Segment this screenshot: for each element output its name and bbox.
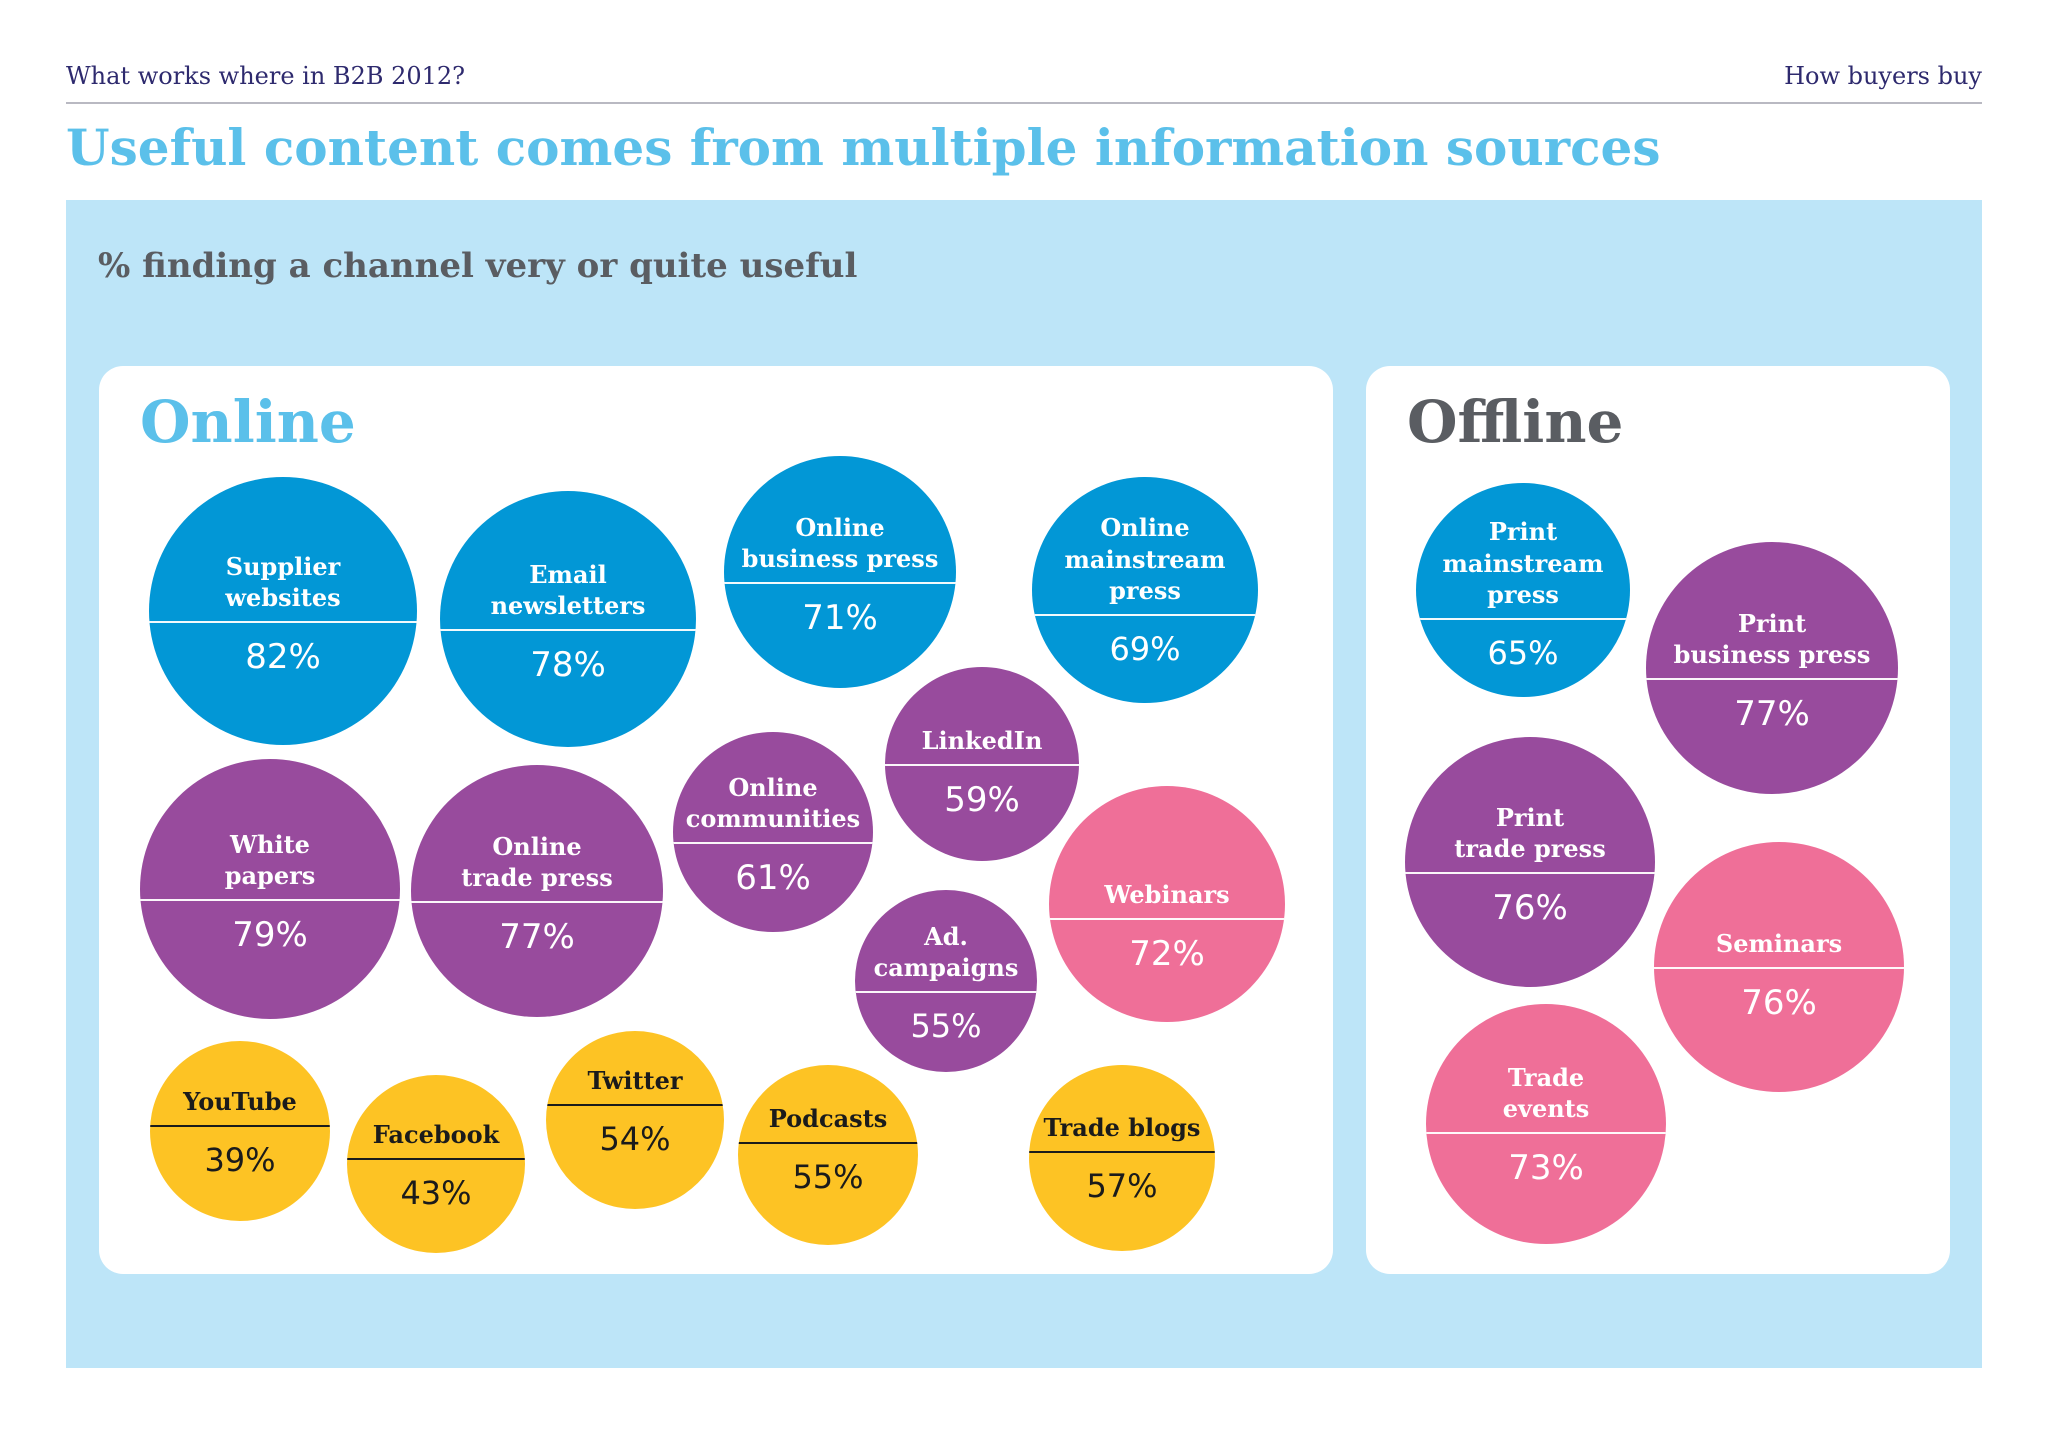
bubble-divider	[1405, 872, 1655, 874]
bubble-youtube: YouTube 39%	[150, 1041, 330, 1221]
bubble-value: 79%	[232, 915, 308, 955]
bubble-label: Online communities	[685, 772, 861, 833]
bubble-divider	[440, 629, 696, 631]
bubble-label: Supplier websites	[225, 551, 341, 612]
bubble-value: 39%	[204, 1141, 276, 1179]
bubble-label: LinkedIn	[921, 725, 1043, 755]
bubble-linkedin: LinkedIn 59%	[885, 667, 1079, 861]
bubble-label: Online business press	[741, 512, 939, 573]
header-divider	[66, 102, 1982, 104]
bubble-label: Twitter	[587, 1065, 683, 1095]
bubble-trade-blogs: Trade blogs 57%	[1029, 1065, 1215, 1251]
bubble-value: 57%	[1086, 1167, 1158, 1205]
bubble-value: 76%	[1741, 983, 1817, 1023]
bubble-divider	[738, 1142, 918, 1144]
bubble-value: 55%	[910, 1007, 982, 1045]
bubble-label: Trade events	[1502, 1062, 1590, 1123]
bubble-divider	[885, 764, 1079, 766]
bubble-print-mainstream-press: Print mainstream press 65%	[1416, 483, 1630, 697]
bubble-value: 77%	[499, 917, 575, 957]
bubble-divider	[140, 899, 400, 901]
bubble-print-trade-press: Print trade press 76%	[1405, 737, 1655, 987]
bubble-label: Ad. campaigns	[873, 921, 1019, 982]
bubble-divider	[1029, 1151, 1215, 1153]
bubble-value: 71%	[802, 598, 878, 638]
bubble-podcasts: Podcasts 55%	[738, 1065, 918, 1245]
bubble-white-papers: White papers 79%	[140, 759, 400, 1019]
bubble-label: Seminars	[1715, 928, 1843, 958]
bubble-divider	[673, 842, 873, 844]
bubble-divider	[150, 1125, 330, 1127]
bubble-seminars: Seminars 76%	[1654, 842, 1904, 1092]
bubble-value: 72%	[1129, 934, 1205, 974]
bubble-divider	[1416, 618, 1630, 620]
bubble-label: Print mainstream press	[1442, 517, 1604, 609]
bubble-online-mainstream-press: Online mainstream press 69%	[1032, 477, 1258, 703]
bubble-label: Email newsletters	[490, 559, 646, 620]
bubble-label: Webinars	[1104, 879, 1230, 909]
bubble-value: 69%	[1109, 630, 1181, 668]
bubble-value: 61%	[735, 858, 811, 898]
online-group-title: Online	[140, 388, 356, 456]
bubble-divider	[1049, 918, 1285, 920]
bubble-trade-events: Trade events 73%	[1426, 1004, 1666, 1244]
bubble-supplier-websites: Supplier websites 82%	[149, 477, 417, 745]
bubble-value: 82%	[245, 637, 321, 677]
bubble-label: YouTube	[183, 1086, 297, 1116]
bubble-webinars: Webinars 72%	[1049, 786, 1285, 1022]
bubble-label: White papers	[224, 829, 316, 890]
bubble-value: 77%	[1734, 694, 1810, 734]
bubble-label: Online trade press	[461, 831, 613, 892]
bubble-label: Trade blogs	[1043, 1112, 1201, 1142]
offline-group-title: Offline	[1407, 388, 1624, 456]
bubble-value: 54%	[599, 1120, 671, 1158]
bubble-email-newsletters: Email newsletters 78%	[440, 491, 696, 747]
bubble-value: 78%	[530, 645, 606, 685]
bubble-divider	[724, 582, 956, 584]
page-title: Useful content comes from multiple infor…	[66, 118, 1661, 177]
bubble-online-communities: Online communities 61%	[673, 732, 873, 932]
bubble-value: 55%	[792, 1158, 864, 1196]
section-title: How buyers buy	[1784, 62, 1982, 90]
bubble-value: 73%	[1508, 1148, 1584, 1188]
bubble-divider	[1032, 614, 1258, 616]
bubble-divider	[1654, 967, 1904, 969]
bubble-facebook: Facebook 43%	[347, 1075, 525, 1253]
bubble-label: Online mainstream press	[1064, 513, 1226, 605]
bubble-label: Podcasts	[768, 1103, 888, 1133]
bubble-online-trade-press: Online trade press 77%	[411, 765, 663, 1017]
bubble-divider	[347, 1158, 525, 1160]
bubble-value: 43%	[400, 1174, 472, 1212]
bubble-divider	[149, 621, 417, 623]
bubble-divider	[546, 1104, 724, 1106]
bubble-twitter: Twitter 54%	[546, 1031, 724, 1209]
chart-subtitle: % finding a channel very or quite useful	[98, 246, 858, 286]
bubble-label: Facebook	[372, 1119, 500, 1149]
bubble-online-business-press: Online business press 71%	[724, 456, 956, 688]
bubble-divider	[855, 991, 1037, 993]
bubble-ad-campaigns: Ad. campaigns 55%	[855, 890, 1037, 1072]
bubble-label: Print trade press	[1454, 802, 1606, 863]
bubble-value: 59%	[944, 780, 1020, 820]
bubble-print-business-press: Print business press 77%	[1646, 542, 1898, 794]
bubble-divider	[1426, 1132, 1666, 1134]
bubble-divider	[411, 901, 663, 903]
bubble-value: 65%	[1487, 634, 1559, 672]
report-title: What works where in B2B 2012?	[66, 62, 466, 90]
bubble-label: Print business press	[1673, 608, 1871, 669]
bubble-divider	[1646, 678, 1898, 680]
bubble-value: 76%	[1492, 888, 1568, 928]
